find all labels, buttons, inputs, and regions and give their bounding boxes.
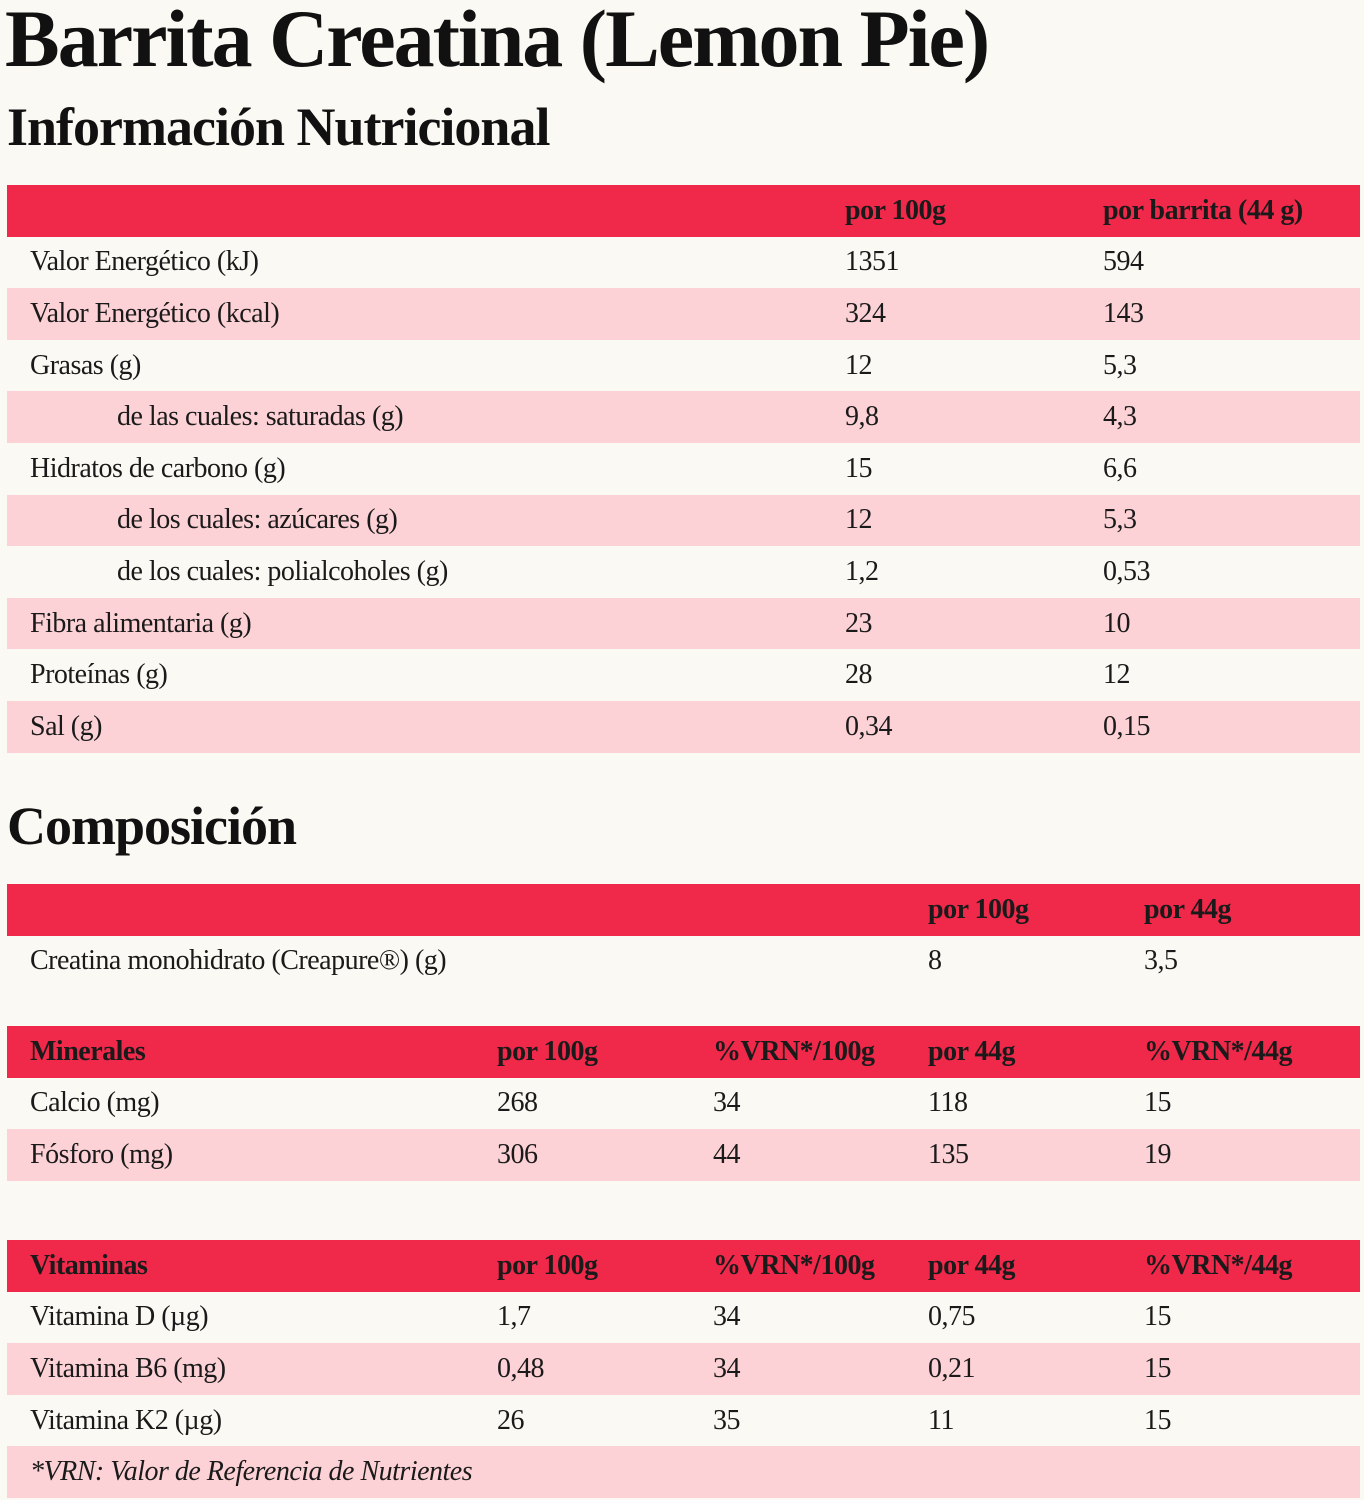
cell: Valor Energético (kJ): [30, 246, 259, 278]
cell: 35: [713, 1404, 741, 1436]
cell: 0,53: [1103, 555, 1151, 587]
table-row: Valor Energético (kJ) 1351 594: [7, 237, 1360, 289]
cell: 26: [497, 1404, 525, 1436]
cell: 15: [1144, 1087, 1172, 1119]
cell: Vitamina B6 (mg): [30, 1352, 226, 1384]
cell: 118: [928, 1087, 968, 1119]
cell: Vitaminas: [30, 1249, 148, 1281]
cell: por 100g: [845, 194, 946, 226]
table-row: Proteínas (g) 28 12: [7, 649, 1360, 701]
cell: 268: [497, 1087, 538, 1119]
cell: 34: [713, 1087, 741, 1119]
table-row: Grasas (g) 12 5,3: [7, 340, 1360, 392]
cell: 3,5: [1144, 945, 1178, 977]
cell: 6,6: [1103, 452, 1137, 484]
cell: 0,15: [1103, 710, 1151, 742]
cell: 15: [1144, 1404, 1172, 1436]
table-row: Vitamina K2 (µg) 26 35 11 15: [7, 1395, 1360, 1447]
cell: Minerales: [30, 1035, 146, 1067]
table-row: Fósforo (mg) 306 44 135 19: [7, 1129, 1360, 1181]
cell: 9,8: [845, 401, 879, 433]
table-row: Valor Energético (kcal) 324 143: [7, 288, 1360, 340]
table-row: Calcio (mg) 268 34 118 15: [7, 1078, 1360, 1130]
table-row: Fibra alimentaria (g) 23 10: [7, 597, 1360, 650]
table-row: de los cuales: polialcoholes (g) 1,2 0,53: [7, 546, 1360, 598]
header-row: Minerales por 100g %VRN*/100g por 44g %VRN*/…: [7, 1026, 1360, 1078]
product-title: Barrita Creatina (Lemon Pie): [5, 0, 990, 84]
table-row: Vitamina B6 (mg) 0,48 34 0,21 15: [7, 1343, 1360, 1395]
cell: de los cuales: polialcoholes (g): [117, 555, 448, 587]
table-row: de los cuales: azúcares (g) 12 5,3: [7, 494, 1360, 547]
cell: 15: [1144, 1352, 1172, 1384]
footnote-row: *VRN: Valor de Referencia de Nutrientes: [7, 1446, 1360, 1498]
cell: 10: [1103, 607, 1131, 639]
table-row: Vitamina D (µg) 1,7 34 0,75 15: [7, 1292, 1360, 1344]
cell: Sal (g): [30, 710, 102, 742]
cell: %VRN*/44g: [1144, 1249, 1292, 1281]
cell: por 44g: [1144, 893, 1232, 925]
header-row: por 100g por barrita (44 g): [7, 185, 1360, 237]
cell: 12: [1103, 659, 1131, 691]
cell: de los cuales: azúcares (g): [117, 504, 398, 536]
cell: por 100g: [497, 1249, 598, 1281]
cell: por barrita (44 g): [1103, 194, 1303, 226]
cell: 324: [845, 297, 886, 329]
cell: %VRN*/100g: [713, 1035, 875, 1067]
header-row: Vitaminas por 100g %VRN*/100g por 44g %VRN*/…: [7, 1240, 1360, 1292]
cell: Fósforo (mg): [30, 1138, 173, 1170]
cell: 1351: [845, 246, 900, 278]
cell: por 100g: [497, 1035, 598, 1067]
cell: Hidratos de carbono (g): [30, 452, 286, 484]
cell: 135: [928, 1138, 969, 1170]
cell: %VRN*/44g: [1144, 1035, 1292, 1067]
table-row: Creatina monohidrato (Creapure®) (g) 8 3,5: [7, 936, 1360, 988]
cell: por 44g: [928, 1035, 1016, 1067]
cell: 19: [1144, 1138, 1172, 1170]
cell: Proteínas (g): [30, 659, 168, 691]
cell: Grasas (g): [30, 349, 141, 381]
cell: 306: [497, 1138, 538, 1170]
cell: de las cuales: saturadas (g): [117, 401, 404, 433]
table-row: de las cuales: saturadas (g) 9,8 4,3: [7, 391, 1360, 443]
cell: Creatina monohidrato (Creapure®) (g): [30, 945, 447, 977]
section-heading: Composición: [7, 796, 297, 856]
cell: 12: [845, 504, 873, 536]
cell: 5,3: [1103, 504, 1137, 536]
cell: 15: [1144, 1301, 1172, 1333]
cell: 594: [1103, 246, 1144, 278]
cell: 12: [845, 349, 873, 381]
cell: %VRN*/100g: [713, 1249, 875, 1281]
cell: 34: [713, 1352, 741, 1384]
cell: 8: [928, 945, 942, 977]
cell: 0,34: [845, 710, 893, 742]
cell: 15: [845, 452, 873, 484]
cell: 143: [1103, 297, 1144, 329]
cell: 28: [845, 659, 873, 691]
cell: Fibra alimentaria (g): [30, 607, 252, 639]
cell: 4,3: [1103, 401, 1137, 433]
header-row: por 100g por 44g: [7, 884, 1360, 936]
cell: *VRN: Valor de Referencia de Nutrientes: [30, 1456, 473, 1488]
cell: Vitamina K2 (µg): [30, 1404, 222, 1436]
cell: 1,7: [497, 1301, 531, 1333]
cell: Vitamina D (µg): [30, 1301, 209, 1333]
section-heading: Información Nutricional: [7, 97, 550, 157]
cell: 23: [845, 607, 873, 639]
cell: 34: [713, 1301, 741, 1333]
table-row: Hidratos de carbono (g) 15 6,6: [7, 443, 1360, 495]
cell: 44: [713, 1138, 741, 1170]
cell: Calcio (mg): [30, 1087, 160, 1119]
cell: por 100g: [928, 893, 1029, 925]
cell: 0,48: [497, 1352, 545, 1384]
cell: por 44g: [928, 1249, 1016, 1281]
cell: 0,75: [928, 1301, 976, 1333]
cell: Valor Energético (kcal): [30, 297, 280, 329]
cell: 11: [928, 1404, 954, 1436]
cell: 5,3: [1103, 349, 1137, 381]
cell: 0,21: [928, 1352, 976, 1384]
cell: 1,2: [845, 555, 879, 587]
table-row: Sal (g) 0,34 0,15: [7, 701, 1360, 753]
